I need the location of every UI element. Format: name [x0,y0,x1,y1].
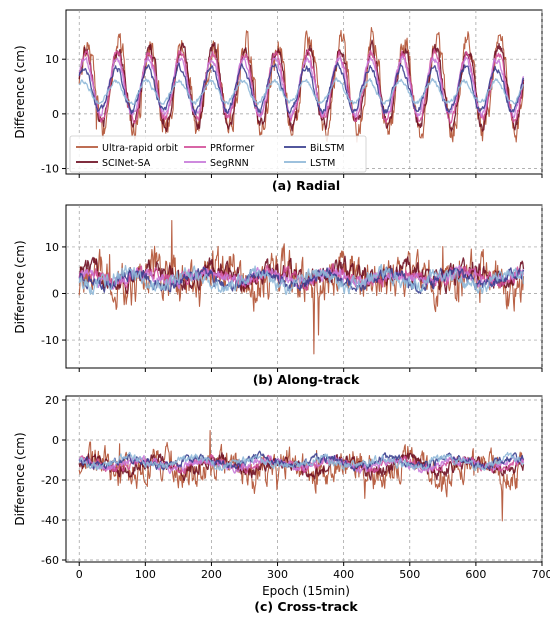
y-axis-label-radial: Difference (cm) [13,45,27,138]
y-tick-label: -60 [41,554,59,567]
series-line-lstm [79,451,525,472]
x-tick-label: 100 [135,568,156,581]
panel-along-track: -10 0 10 Difference (cm) (b) Along-track [13,204,543,387]
x-tick-label: 600 [465,568,486,581]
y-ticks-cross-track: -60 -40 -20 0 20 [41,394,66,567]
series-group-along-track [78,219,525,355]
x-tick-label: 200 [201,568,222,581]
series-line-lstm [78,263,525,296]
gridlines-along-track [66,205,543,368]
y-ticks-along-track: -10 0 10 [41,241,66,347]
gridlines-cross-track [66,396,543,562]
x-ticks-radial [78,174,543,178]
y-tick-label: -10 [41,163,59,176]
y-tick-label: 0 [52,108,59,121]
legend-label-ultra-rapid-orbit: Ultra-rapid orbit [102,143,178,154]
caption-radial: (a) Radial [272,178,340,193]
legend-entry-scinet-sa: SCINet-SA [76,158,151,169]
caption-cross-track: (c) Cross-track [254,599,358,614]
x-tick-label: 700 [532,568,550,581]
series-group-cross-track [78,430,525,522]
x-ticks-cross-track: 0 100 200 300 400 500 600 700 [76,562,550,581]
legend-label-scinet-sa: SCINet-SA [102,158,151,169]
legend-entry-prformer: PRformer [184,143,254,154]
y-axis-label-cross-track: Difference (cm) [13,432,27,525]
x-axis-label: Epoch (15min) [262,584,350,598]
legend-label-segrnn: SegRNN [210,158,249,169]
legend-entry-ultra-rapid-orbit: Ultra-rapid orbit [76,143,178,154]
y-tick-label: 10 [45,53,59,66]
legend-box [69,135,367,173]
legend-entry-lstm: LSTM [284,158,335,169]
x-tick-label: 0 [76,568,83,581]
legend: Ultra-rapid orbit SCINet-SA PRformer Seg… [69,135,367,173]
x-tick-label: 400 [333,568,354,581]
legend-label-lstm: LSTM [310,158,335,169]
y-tick-label: 0 [52,434,59,447]
legend-entry-segrnn: SegRNN [184,158,249,169]
y-tick-label: 0 [52,287,59,300]
y-axis-label-along-track: Difference (cm) [13,240,27,333]
legend-entry-bilstm: BiLSTM [284,143,344,154]
legend-label-bilstm: BiLSTM [310,143,344,154]
caption-along-track: (b) Along-track [253,372,360,387]
y-tick-label: 10 [45,241,59,254]
y-tick-label: -10 [41,334,59,347]
y-tick-label: 20 [45,394,59,407]
series-group-radial [78,27,525,143]
panel-cross-track: -60 -40 -20 0 20 0 100 200 300 400 500 600 700 Diff… [13,394,550,614]
y-tick-label: -40 [41,514,59,527]
y-tick-label: -20 [41,474,59,487]
series-line-lstm [78,77,525,106]
x-ticks-along-track [78,368,543,372]
series-line-bilstm [78,62,525,116]
legend-label-prformer: PRformer [210,143,254,154]
y-ticks-radial: -10 0 10 [41,53,66,176]
x-tick-label: 300 [267,568,288,581]
x-tick-label: 500 [399,568,420,581]
